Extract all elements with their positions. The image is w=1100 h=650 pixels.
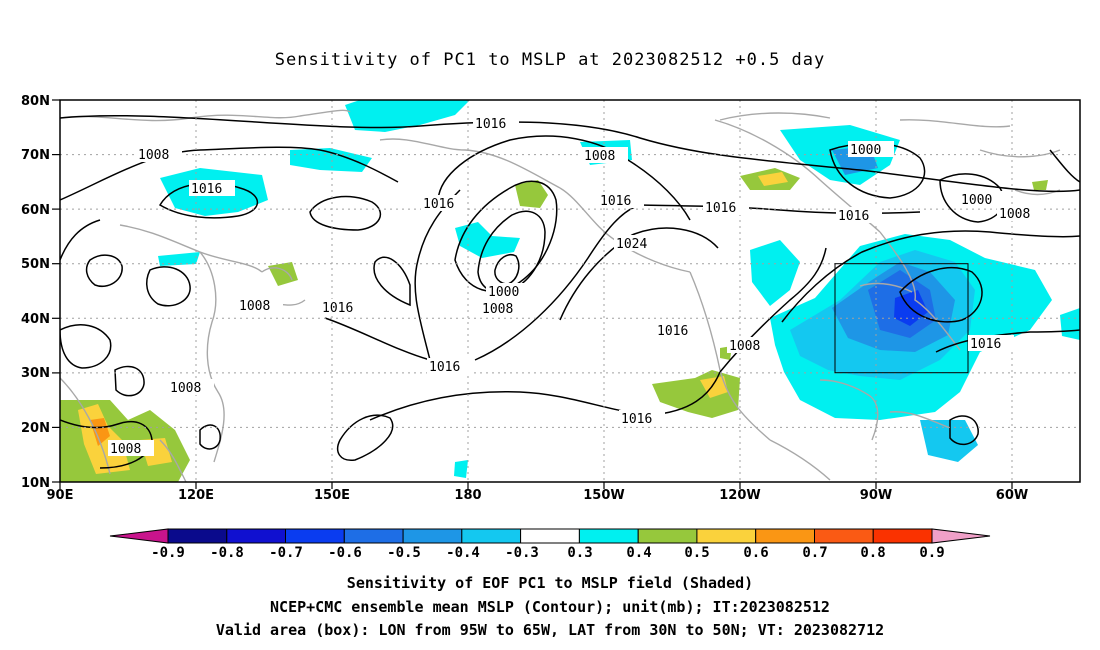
- contour-label: 1008: [482, 302, 513, 317]
- contour-label: 1008: [999, 207, 1030, 222]
- axis-ticks: [52, 99, 1013, 489]
- colorbar-label: -0.6: [328, 545, 362, 561]
- colorbar-cell: [343, 528, 404, 544]
- contour-label: 1016: [475, 117, 506, 132]
- contour-label: 1016: [838, 209, 869, 224]
- contour-label: 1008: [584, 149, 615, 164]
- lon-label: 150E: [314, 488, 350, 503]
- colorbar-cell: [755, 528, 816, 544]
- colorbar-label: -0.4: [446, 545, 480, 561]
- contour-label: 1008: [170, 381, 201, 396]
- valid-area-box: [834, 263, 969, 374]
- lat-label: 60N: [21, 203, 50, 218]
- lon-label: 90E: [47, 488, 74, 503]
- contour-label: 1000: [850, 143, 881, 158]
- lat-label: 70N: [21, 148, 50, 163]
- colorbar-cell: [696, 528, 757, 544]
- contour-label: 1008: [138, 148, 169, 163]
- contour-label: 1016: [970, 337, 1001, 352]
- colorbar-high-triangle: [931, 528, 991, 544]
- caption-line-3: Valid area (box): LON from 95W to 65W, L…: [215, 621, 885, 639]
- contour-label: 1016: [621, 412, 652, 427]
- contour-labels: 1016 1008 1016 1008 1016 1016 1024 1000 …: [108, 115, 1043, 457]
- lon-label: 60W: [996, 488, 1028, 503]
- contour-label: 1008: [239, 299, 270, 314]
- map-frame: [59, 99, 1081, 483]
- contour-label: 1016: [705, 201, 736, 216]
- colorbar-cell: [285, 528, 345, 544]
- colorbar-cell: [461, 528, 522, 544]
- lat-label: 20N: [21, 421, 50, 436]
- contour-label: 1008: [110, 442, 141, 457]
- colorbar-label: 0.3: [567, 545, 592, 561]
- colorbar-label: -0.7: [269, 545, 303, 561]
- colorbar-label: 0.4: [626, 545, 651, 561]
- colorbar-label: -0.9: [151, 545, 185, 561]
- colorbar-cell: [814, 528, 874, 544]
- lat-label: 40N: [21, 312, 50, 327]
- contour-label: 1016: [600, 194, 631, 209]
- contour-label: 1024: [616, 237, 647, 252]
- longitude-labels: 90E 120E 150E 180 150W 120W 90W 60W: [47, 488, 1029, 503]
- colorbar-label: -0.8: [210, 545, 244, 561]
- colorbar-label: 0.9: [919, 545, 944, 561]
- colorbar-cell: [402, 528, 463, 544]
- colorbar-cell: [226, 528, 287, 544]
- colorbar-cell: [520, 528, 580, 544]
- latitude-labels: 80N 70N 60N 50N 40N 30N 20N 10N: [21, 94, 50, 491]
- caption-line-2: NCEP+CMC ensemble mean MSLP (Contour); u…: [270, 598, 830, 616]
- graticule: [60, 100, 1080, 482]
- colorbar-label: 0.7: [802, 545, 827, 561]
- contour-label: 1000: [488, 285, 519, 300]
- lat-label: 80N: [21, 94, 50, 109]
- lon-label: 120E: [178, 488, 214, 503]
- lat-label: 50N: [21, 257, 50, 272]
- contour-label: 1016: [657, 324, 688, 339]
- contour-label: 1000: [961, 193, 992, 208]
- lon-label: 90W: [860, 488, 892, 503]
- colorbar-low-triangle: [109, 528, 169, 544]
- colorbar: -0.9 -0.8 -0.7 -0.6 -0.5 -0.4 -0.3 0.3 0…: [109, 528, 991, 561]
- lon-label: 150W: [583, 488, 624, 503]
- colorbar-label: -0.5: [387, 545, 421, 561]
- contour-label: 1016: [191, 182, 222, 197]
- caption-line-1: Sensitivity of EOF PC1 to MSLP field (Sh…: [346, 574, 754, 592]
- colorbar-label: 0.6: [743, 545, 768, 561]
- colorbar-label: -0.3: [505, 545, 539, 561]
- map-title: Sensitivity of PC1 to MSLP at 2023082512…: [274, 50, 826, 70]
- contour-label: 1016: [322, 301, 353, 316]
- colorbar-cell: [637, 528, 698, 544]
- contour-label: 1016: [429, 360, 460, 375]
- contour-label: 1016: [423, 197, 454, 212]
- colorbar-cell: [167, 528, 228, 544]
- map-panel: [60, 100, 1080, 482]
- lat-label: 30N: [21, 366, 50, 381]
- colorbar-cell: [872, 528, 933, 544]
- colorbar-label: 0.5: [684, 545, 709, 561]
- lon-label: 120W: [719, 488, 760, 503]
- lat-label: 10N: [21, 476, 50, 491]
- colorbar-label: 0.8: [860, 545, 885, 561]
- contour-label: 1008: [729, 339, 760, 354]
- lon-label: 180: [454, 488, 481, 503]
- coastlines: [60, 109, 1061, 482]
- colorbar-cell: [578, 528, 639, 544]
